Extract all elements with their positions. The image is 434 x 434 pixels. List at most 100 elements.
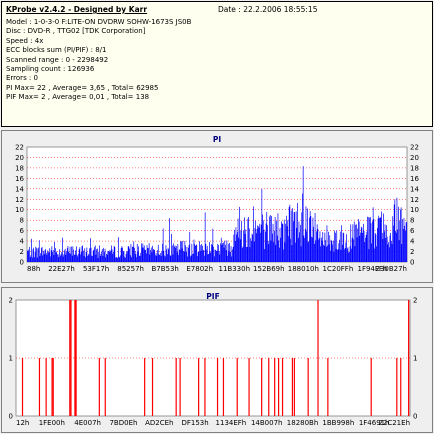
pif-bar <box>52 358 54 416</box>
pi-bar <box>272 223 274 262</box>
pi-bar <box>384 231 385 262</box>
pi-bar <box>335 248 337 262</box>
pi-bar <box>115 256 117 262</box>
pi-bar <box>181 241 182 262</box>
pi-bar <box>187 256 188 262</box>
pi-bar <box>388 242 389 262</box>
pi-bar <box>227 255 228 262</box>
pi-bar <box>386 236 388 262</box>
pi-bar <box>132 247 134 262</box>
y-tick-label-left: 18 <box>15 164 24 172</box>
pi-bar <box>250 238 251 262</box>
pi-bar <box>259 223 261 262</box>
pi-bar <box>184 240 186 262</box>
pi-bar <box>160 256 162 262</box>
pi-bar <box>321 240 323 262</box>
pi-bar <box>312 217 314 262</box>
pi-bar <box>85 251 87 262</box>
pi-bar <box>314 243 315 262</box>
pi-bar <box>244 217 245 262</box>
pi-bar <box>328 244 330 262</box>
pi-bar <box>325 240 326 262</box>
pi-bar <box>57 254 59 262</box>
pi-bar <box>216 250 217 262</box>
pi-bar <box>354 246 356 262</box>
pi-bar <box>222 243 223 262</box>
pif-bar <box>98 358 100 416</box>
pi-bar <box>216 250 218 262</box>
pi-bar <box>36 257 38 262</box>
pi-bar <box>379 217 381 262</box>
pi-bar <box>210 252 212 262</box>
pi-bar <box>34 257 35 262</box>
pi-bar <box>311 237 313 262</box>
pi-bar <box>197 252 199 262</box>
pi-bar <box>190 256 191 262</box>
y-tick-label-right: 18 <box>410 164 419 172</box>
pi-bar <box>213 256 215 262</box>
pi-bar <box>176 246 177 262</box>
pi-bar <box>150 247 152 262</box>
pi-bar <box>306 231 307 262</box>
pi-bar <box>195 245 197 262</box>
pi-bar <box>190 255 192 262</box>
pi-bar <box>145 250 146 262</box>
info-model: Model : 1-0-3-0 F:LITE-ON DVDRW SOHW-167… <box>6 18 192 26</box>
pi-bar <box>32 249 34 262</box>
pi-bar <box>83 250 84 262</box>
pi-bar <box>193 239 195 262</box>
pi-bar <box>115 257 116 262</box>
y-tick-label-left: 4 <box>20 238 25 246</box>
pi-bar <box>405 222 407 262</box>
pi-bar <box>183 251 184 262</box>
pi-bar <box>204 255 205 262</box>
pif-bar <box>291 358 293 416</box>
pi-bar <box>37 248 39 262</box>
pi-bar <box>362 232 363 262</box>
pi-bar <box>220 237 222 262</box>
pi-bar <box>133 241 135 262</box>
pi-bar <box>316 224 318 262</box>
pi-bar <box>92 255 93 262</box>
pi-bar <box>219 254 221 262</box>
x-tick-label: 12h <box>16 419 29 427</box>
y-tick-label-right: 20 <box>410 154 419 162</box>
pi-bar <box>223 242 224 262</box>
pi-bar <box>87 255 88 262</box>
pi-bar <box>121 246 123 262</box>
x-tick-label: 22E27h <box>48 265 75 273</box>
pi-bar <box>155 255 156 262</box>
pi-bar <box>243 230 244 262</box>
x-tick-label: 85257h <box>117 265 144 273</box>
pi-bar <box>178 249 180 262</box>
pi-bar <box>95 254 97 262</box>
pi-bar <box>313 226 314 262</box>
pi-bar <box>60 254 62 262</box>
pi-bar <box>369 217 370 262</box>
pi-bar <box>120 248 122 262</box>
pi-bar <box>355 224 356 262</box>
x-tick-label: 1134EFh <box>216 419 247 427</box>
pi-bar <box>379 217 380 262</box>
pi-bar <box>135 254 137 262</box>
pif-bar <box>396 358 398 416</box>
x-tick-label: 1F94FFh <box>358 265 388 273</box>
pi-bar <box>288 236 289 262</box>
x-tick-label: 14B007h <box>251 419 283 427</box>
pi-bar <box>166 249 167 262</box>
pif-bar <box>274 358 276 416</box>
pi-bar <box>299 232 300 262</box>
pi-bar <box>94 245 96 262</box>
pi-bar <box>65 254 67 262</box>
pi-bar <box>351 237 353 262</box>
pi-bar <box>151 252 153 262</box>
x-tick-label: 53F17h <box>83 265 109 273</box>
pi-bar <box>104 251 105 262</box>
pi-bar <box>384 224 386 262</box>
pi-bar <box>378 215 380 262</box>
info-speed: Speed : 4x <box>6 36 44 45</box>
pi-bar <box>307 242 309 262</box>
pi-bar <box>266 211 268 262</box>
pi-bar <box>57 254 58 262</box>
x-tick-label: AD2CEh <box>145 419 173 427</box>
